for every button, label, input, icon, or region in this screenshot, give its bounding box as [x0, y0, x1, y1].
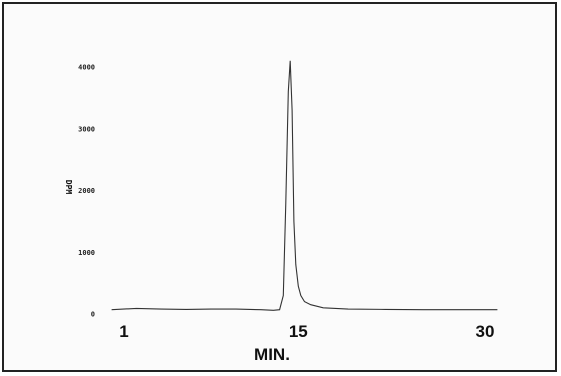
x-axis-label: MIN. [254, 345, 290, 364]
y-tick-label: 1000 [78, 249, 95, 257]
y-tick-label: 0 [91, 311, 95, 319]
x-tick-label: 30 [476, 322, 495, 341]
y-tick-label: 2000 [78, 187, 95, 195]
x-tick-label: 15 [289, 322, 308, 341]
chart-frame [2, 2, 557, 372]
y-tick-label: 3000 [78, 125, 95, 133]
x-axis-ticks: 1 15 30 [119, 322, 494, 341]
y-axis-ticks: 0 1000 2000 3000 4000 [78, 64, 95, 319]
dpm-trace-line [111, 60, 498, 311]
x-tick-label: 1 [119, 322, 128, 341]
y-tick-label: 4000 [78, 64, 95, 72]
y-axis-label: DPM [64, 180, 73, 195]
